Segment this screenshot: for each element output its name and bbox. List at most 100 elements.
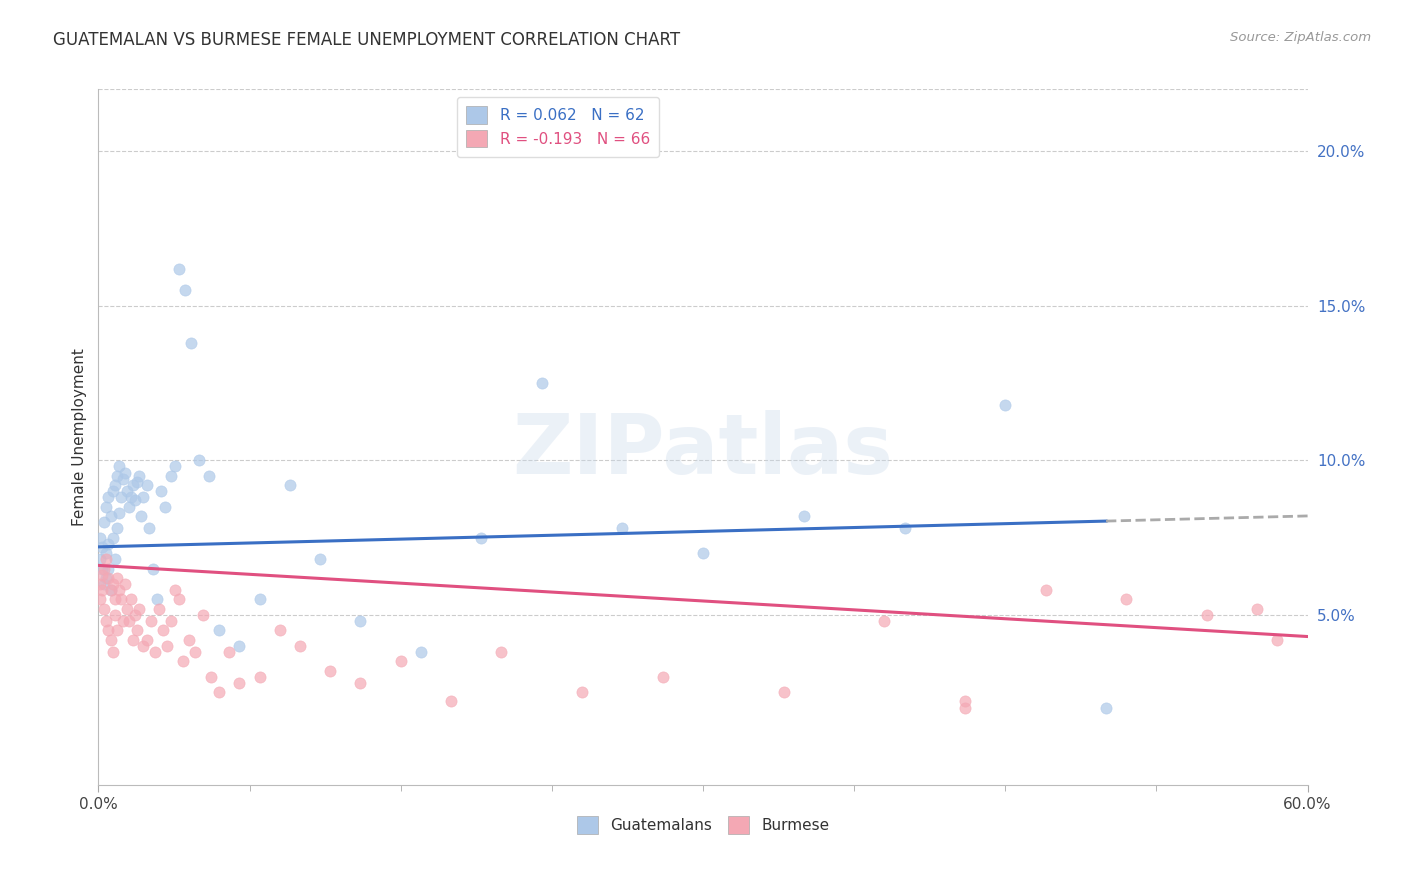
Point [139, 614, 162, 628]
Point [125, 475, 148, 489]
Point [101, 645, 124, 659]
Point [174, 283, 197, 297]
Point [349, 614, 371, 628]
Point [491, 645, 513, 659]
Point [100, 583, 122, 598]
Point [93, 577, 115, 591]
Point [249, 592, 271, 607]
Point [228, 676, 250, 690]
Point [89, 592, 111, 607]
Point [772, 685, 794, 699]
Point [124, 493, 146, 508]
Point [269, 624, 291, 638]
Point [409, 645, 432, 659]
Point [125, 624, 148, 638]
Point [110, 592, 132, 607]
Point [91, 540, 114, 554]
Point [953, 694, 976, 708]
Point [93, 561, 115, 575]
Point [180, 335, 202, 350]
Point [193, 607, 215, 622]
Point [148, 601, 170, 615]
Point [97, 537, 120, 551]
Point [89, 531, 111, 545]
Point [172, 654, 194, 668]
Point [288, 639, 311, 653]
Point [105, 521, 128, 535]
Point [167, 592, 190, 607]
Point [149, 484, 172, 499]
Point [319, 664, 342, 678]
Point [132, 491, 155, 505]
Point [128, 601, 150, 615]
Point [120, 491, 142, 505]
Point [1246, 601, 1268, 615]
Point [91, 561, 114, 575]
Point [1195, 607, 1218, 622]
Point [103, 478, 125, 492]
Point [1095, 700, 1118, 714]
Point [135, 632, 157, 647]
Point [100, 583, 122, 598]
Point [153, 500, 176, 514]
Point [146, 592, 169, 607]
Point [135, 478, 157, 492]
Point [167, 261, 190, 276]
Legend: Guatemalans, Burmese: Guatemalans, Burmese [571, 810, 835, 840]
Point [91, 583, 114, 598]
Point [96, 571, 118, 585]
Point [132, 639, 155, 653]
Text: ZIPatlas: ZIPatlas [513, 410, 893, 491]
Point [349, 676, 371, 690]
Text: GUATEMALAN VS BURMESE FEMALE UNEMPLOYMENT CORRELATION CHART: GUATEMALAN VS BURMESE FEMALE UNEMPLOYMEN… [53, 31, 681, 49]
Point [188, 453, 211, 467]
Point [111, 614, 134, 628]
Point [651, 670, 673, 684]
Point [1267, 632, 1289, 647]
Point [163, 583, 186, 598]
Point [121, 632, 143, 647]
Point [128, 468, 150, 483]
Point [470, 531, 492, 545]
Point [208, 624, 231, 638]
Point [96, 500, 118, 514]
Point [184, 645, 207, 659]
Point [249, 670, 271, 684]
Point [110, 491, 132, 505]
Point [120, 592, 142, 607]
Point [107, 459, 129, 474]
Point [97, 624, 120, 638]
Point [105, 468, 128, 483]
Point [953, 700, 976, 714]
Point [571, 685, 593, 699]
Point [198, 468, 221, 483]
Point [97, 571, 120, 585]
Point [692, 546, 714, 560]
Point [218, 645, 240, 659]
Point [114, 577, 136, 591]
Point [107, 506, 129, 520]
Point [89, 552, 111, 566]
Point [129, 508, 152, 523]
Point [97, 561, 120, 575]
Point [228, 639, 250, 653]
Point [121, 478, 143, 492]
Point [142, 561, 165, 575]
Point [105, 624, 128, 638]
Point [103, 607, 125, 622]
Point [179, 632, 201, 647]
Point [156, 639, 179, 653]
Point [100, 508, 122, 523]
Point [89, 577, 111, 591]
Point [530, 376, 553, 390]
Point [143, 645, 166, 659]
Y-axis label: Female Unemployment: Female Unemployment [72, 348, 87, 526]
Point [1035, 583, 1057, 598]
Point [105, 571, 128, 585]
Point [115, 601, 138, 615]
Point [124, 607, 146, 622]
Point [163, 459, 186, 474]
Point [160, 614, 183, 628]
Point [114, 466, 136, 480]
Text: Source: ZipAtlas.com: Source: ZipAtlas.com [1230, 31, 1371, 45]
